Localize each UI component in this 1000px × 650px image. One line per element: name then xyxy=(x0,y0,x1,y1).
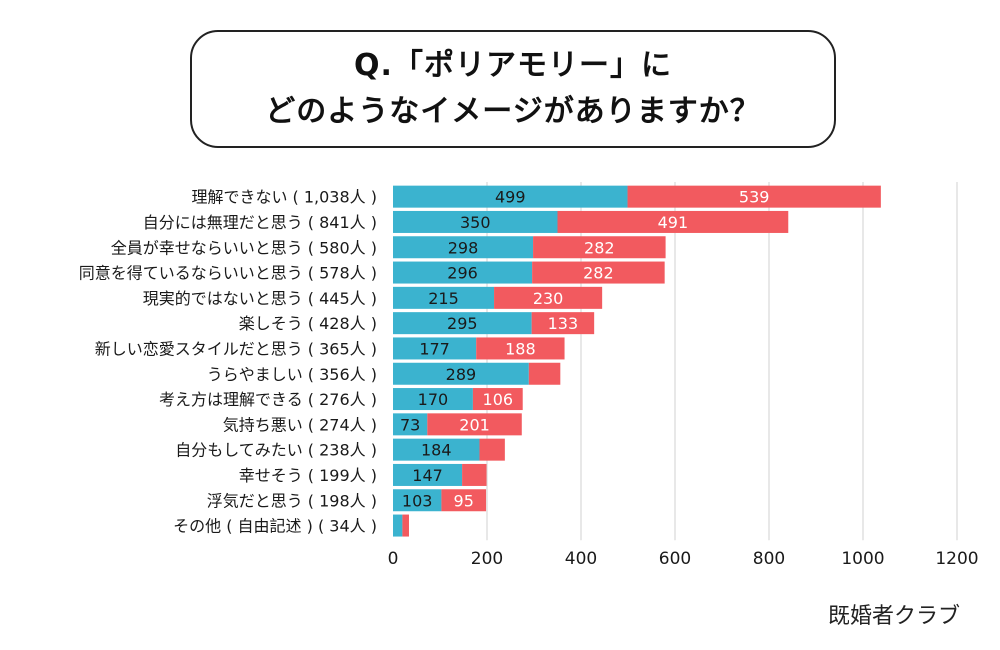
data-label-series-1: 289 xyxy=(446,365,477,384)
bar-segment-series-2 xyxy=(427,413,522,436)
bar-segment-series-1 xyxy=(393,312,532,335)
category-label: 自分には無理だと思う ( 841人 ) xyxy=(143,213,377,232)
bar-segment-series-2 xyxy=(528,362,561,385)
bar-segment-series-2 xyxy=(494,286,603,309)
x-tick-label: 200 xyxy=(471,549,503,569)
data-label-series-1: 170 xyxy=(418,390,449,409)
chart-title-line-1: Q.「ポリアモリー」に xyxy=(354,48,672,83)
bar-segment-series-1 xyxy=(393,236,534,259)
bar-segment-series-2 xyxy=(476,337,565,360)
x-tick-label: 1200 xyxy=(935,549,978,569)
category-label: 浮気だと思う ( 198人 ) xyxy=(207,491,377,510)
data-label-series-2: 133 xyxy=(548,314,579,333)
data-label-series-1: 103 xyxy=(402,491,433,510)
data-label-series-2: 282 xyxy=(583,264,614,283)
data-label-series-2: 491 xyxy=(658,213,689,232)
data-label-series-1: 177 xyxy=(419,339,450,358)
category-label: 理解できない ( 1,038人 ) xyxy=(191,188,377,207)
category-label: 気持ち悪い ( 274人 ) xyxy=(223,415,377,434)
category-label: 全員が幸せならいいと思う ( 580人 ) xyxy=(111,238,377,257)
bar-segment-series-1 xyxy=(393,388,473,411)
data-label-series-2: 201 xyxy=(459,415,490,434)
bar-segment-series-1 xyxy=(393,286,495,309)
category-label: 同意を得ているならいいと思う ( 578人 ) xyxy=(79,264,377,283)
category-label: 現実的ではないと思う ( 445人 ) xyxy=(143,289,377,308)
chart-title-line-2: どのようなイメージがありますか？ xyxy=(265,94,761,129)
data-label-series-1: 184 xyxy=(421,441,452,460)
source-credit: 既婚者クラブ xyxy=(827,604,960,629)
bar-segment-series-2 xyxy=(627,185,881,208)
bar-segment-series-1 xyxy=(393,185,628,208)
category-label: 考え方は理解できる ( 276人 ) xyxy=(159,390,377,409)
bar-segment-series-1 xyxy=(393,413,428,436)
category-label: その他 ( 自由記述 ) ( 34人 ) xyxy=(173,517,377,536)
data-label-series-1: 295 xyxy=(447,314,478,333)
data-label-series-2: 282 xyxy=(584,238,615,257)
data-label-series-1: 298 xyxy=(448,238,479,257)
data-label-series-2: 539 xyxy=(739,188,770,207)
chart-title-box: Q.「ポリアモリー」に どのようなイメージがありますか？ xyxy=(190,30,836,148)
bar-segment-series-1 xyxy=(393,261,533,284)
data-label-series-1: 73 xyxy=(400,415,420,434)
x-tick-label: 0 xyxy=(388,549,399,569)
bar-segment-series-2 xyxy=(472,388,523,411)
bar-segment-series-2 xyxy=(479,438,505,461)
x-tick-label: 600 xyxy=(659,549,691,569)
category-label: 自分もしてみたい ( 238人 ) xyxy=(175,441,377,460)
bar-segment-series-1 xyxy=(393,362,529,385)
category-label: うらやましい ( 356人 ) xyxy=(207,365,377,384)
x-tick-label: 800 xyxy=(753,549,785,569)
bar-segment-series-1 xyxy=(393,438,480,461)
bar-segment-series-2 xyxy=(441,489,487,512)
data-label-series-1: 499 xyxy=(495,188,526,207)
data-label-series-2: 106 xyxy=(483,390,514,409)
bar-segment-series-2 xyxy=(531,312,595,335)
bar-segment-series-2 xyxy=(532,261,665,284)
bar-segment-series-2 xyxy=(533,236,666,259)
bar-segment-series-2 xyxy=(402,514,409,537)
data-label-series-1: 296 xyxy=(447,264,478,283)
data-label-series-2: 230 xyxy=(533,289,564,308)
data-label-series-1: 147 xyxy=(412,466,443,485)
bar-segment-series-1 xyxy=(393,463,463,486)
bar-segment-series-1 xyxy=(393,337,477,360)
category-label: 新しい恋愛スタイルだと思う ( 365人 ) xyxy=(95,339,377,358)
x-tick-label: 1000 xyxy=(841,549,884,569)
data-label-series-2: 95 xyxy=(454,491,474,510)
bar-segment-series-2 xyxy=(462,463,487,486)
bar-segment-series-1 xyxy=(393,489,442,512)
category-label: 幸せそう ( 199人 ) xyxy=(239,466,377,485)
x-tick-label: 400 xyxy=(565,549,597,569)
bar-segment-series-1 xyxy=(393,210,558,233)
data-label-series-2: 188 xyxy=(505,339,536,358)
data-label-series-1: 350 xyxy=(460,213,491,232)
bar-segment-series-1 xyxy=(393,514,403,537)
bar-segment-series-2 xyxy=(557,210,789,233)
category-label: 楽しそう ( 428人 ) xyxy=(239,314,377,333)
data-label-series-1: 215 xyxy=(428,289,459,308)
